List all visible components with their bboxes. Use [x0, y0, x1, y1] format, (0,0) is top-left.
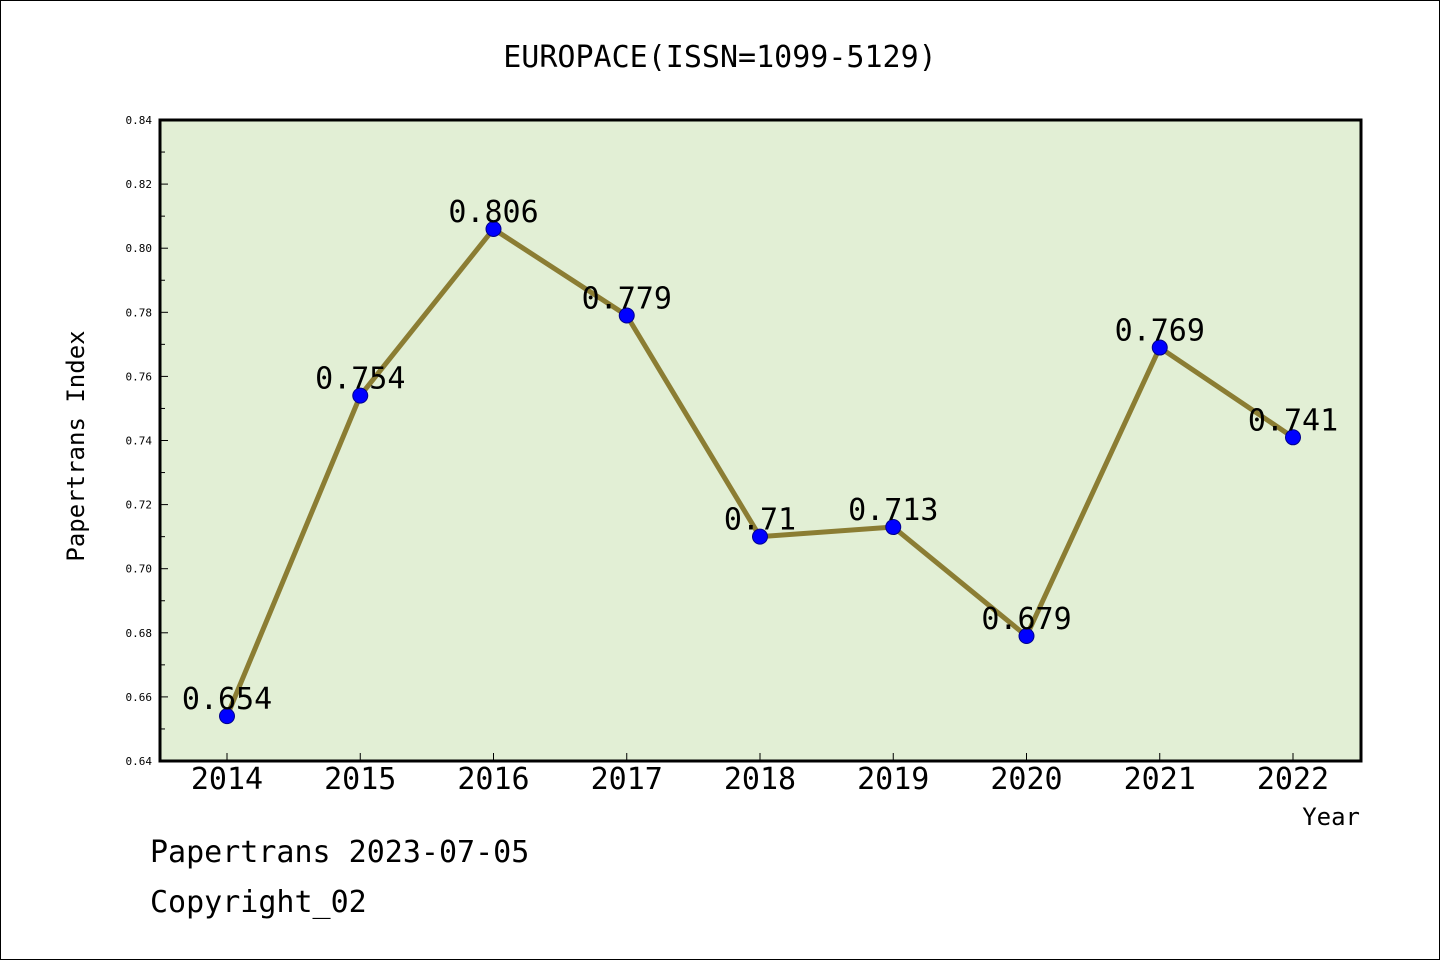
- x-tick-label: 2022: [1257, 762, 1329, 797]
- x-tick-label: 2018: [724, 762, 796, 797]
- footer-date: Papertrans 2023-07-05: [150, 835, 530, 870]
- data-point: [1018, 628, 1035, 645]
- data-label: 0.754: [315, 362, 405, 397]
- data-point: [1285, 429, 1301, 446]
- y-tick-label: 0.82: [126, 178, 153, 191]
- data-label: 0.713: [848, 493, 938, 528]
- y-tick-label: 0.74: [126, 435, 153, 448]
- y-tick-label: 0.64: [126, 755, 153, 768]
- y-tick-label: 0.78: [126, 306, 153, 319]
- data-point: [885, 519, 902, 536]
- y-tick-label: 0.80: [126, 242, 153, 255]
- data-point: [485, 220, 502, 237]
- x-tick-label: 2015: [324, 762, 396, 797]
- data-point: [752, 528, 768, 545]
- data-label: 0.71: [724, 503, 796, 538]
- data-label: 0.806: [448, 195, 538, 230]
- footer-copyright: Copyright_02: [150, 885, 367, 920]
- x-tick-label: 2019: [857, 762, 929, 797]
- series-group: 0.654 0.754 0.806 0.779 0.71 0.713 0.679 0.769 0…: [182, 195, 1338, 725]
- x-tick-label: 2017: [591, 762, 663, 797]
- x-tick-label: 2020: [990, 762, 1062, 797]
- x-tick-label: 2016: [457, 762, 529, 797]
- x-tick-label: 2014: [191, 762, 263, 797]
- chart-title: EUROPACE(ISSN=1099-5129): [503, 40, 936, 75]
- data-point: [219, 708, 235, 725]
- data-point: [352, 387, 369, 404]
- y-tick-label: 0.72: [126, 499, 153, 512]
- plot-area: [158, 118, 1363, 763]
- data-point: [618, 307, 635, 324]
- x-axis-label: Year: [1302, 803, 1360, 831]
- y-tick-label: 0.66: [126, 691, 153, 704]
- y-tick-label: 0.76: [126, 370, 153, 383]
- x-axis: 2014 2015 2016 2017 2018 2019 2020 2021 2022: [191, 753, 1329, 797]
- data-label: 0.654: [182, 682, 272, 717]
- y-axis: 0.64 0.66 0.68 0.70 0.72 0.74 0.76 0.78 0.80 0.82…: [126, 114, 168, 768]
- y-tick-label: 0.84: [126, 114, 153, 127]
- data-point: [1151, 339, 1168, 356]
- data-label: 0.769: [1115, 314, 1205, 349]
- y-tick-label: 0.70: [126, 563, 153, 576]
- y-axis-label: Papertrans Index: [62, 330, 90, 561]
- y-tick-label: 0.68: [126, 627, 153, 640]
- x-tick-label: 2021: [1124, 762, 1196, 797]
- data-label: 0.779: [582, 282, 672, 317]
- data-label: 0.741: [1248, 403, 1338, 438]
- data-label: 0.679: [981, 602, 1071, 637]
